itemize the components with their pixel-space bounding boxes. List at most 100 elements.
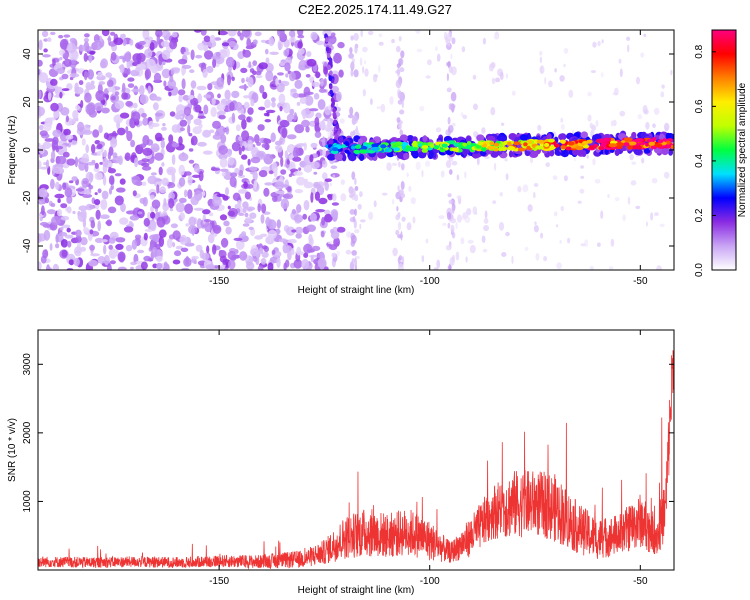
heatmap-cell [436,259,441,269]
heatmap-cell [259,84,265,94]
heatmap-cell [216,193,226,198]
heatmap-cell [119,64,125,74]
heatmap-cell [83,227,89,233]
heatmap-cell [241,130,250,142]
heatmap-cell [322,148,327,157]
heatmap-cell [599,138,604,143]
heatmap-cell [600,210,604,219]
heatmap-cell [556,224,559,228]
heatmap-cell [221,172,226,177]
heatmap-cell [58,231,68,237]
heatmap-cell [399,109,405,115]
heatmap-cell [161,68,171,79]
heatmap-cell [622,214,626,222]
heatmap-cell [115,243,124,250]
heatmap-cell [188,133,193,137]
heatmap-cell [293,214,304,223]
heatmap-cell [632,145,637,150]
heatmap-cell [317,99,326,110]
heatmap-cell [258,170,268,178]
heatmap-cell [439,148,446,153]
heatmap-cell [462,212,469,219]
heatmap-cell [511,255,514,264]
heatmap-cell [71,176,78,182]
heatmap-cell [487,145,496,150]
heatmap-cell [298,47,305,55]
heatmap-cell [212,120,221,129]
heatmap-cell [86,102,96,113]
heatmap-cell [82,217,87,228]
heatmap-cell [467,239,474,244]
heatmap-cell [83,52,88,62]
heatmap-cell [141,181,147,186]
heatmap-cell [425,238,429,244]
heatmap-cell [580,243,586,247]
heatmap-cell [309,77,314,84]
heatmap-cell [93,39,103,51]
heatmap-cell [635,205,641,210]
heatmap-cell [539,65,545,75]
heatmap-cell [154,112,163,117]
heatmap-cell [58,34,64,39]
heatmap-cell [302,109,306,120]
heatmap-cell [505,73,509,79]
heatmap-cell [139,94,149,105]
heatmap-cell [212,224,222,234]
heatmap-cell [396,117,401,123]
heatmap-cell [134,234,142,240]
heatmap-cell [101,239,108,243]
heatmap-cell [231,141,241,152]
heatmap-cell [85,81,92,91]
heatmap-cell [429,144,435,148]
heatmap-cell [143,217,150,227]
heatmap-cell [436,53,441,62]
heatmap-cell [358,149,368,154]
heatmap-cell [55,243,60,249]
heatmap-cell [505,231,510,237]
heatmap-cell [359,219,366,223]
heatmap-cell [464,171,467,179]
heatmap-cell [43,48,48,53]
heatmap-cell [102,157,109,168]
heatmap-cell [610,238,615,247]
heatmap-cell [194,104,202,113]
heatmap-cell [401,216,406,222]
heatmap-cell [120,202,126,213]
heatmap-cell [218,114,226,120]
heatmap-cell [303,243,313,254]
heatmap-cell [178,197,187,204]
heatmap-cell [264,99,271,109]
heatmap-cell [415,30,421,34]
colorbar-tick-label: 0.8 [694,44,705,58]
heatmap-cell [291,248,295,256]
heatmap-cell [121,92,128,100]
heatmap-cell [322,160,326,165]
heatmap-cell [398,161,401,168]
heatmap-cell [661,148,669,156]
heatmap-cell [82,130,93,135]
heatmap-cell [79,158,90,163]
heatmap-cell [65,134,74,140]
heatmap-cell [309,212,317,222]
heatmap-cell [565,146,572,151]
heatmap-cell [210,167,221,171]
heatmap-cell [132,53,142,63]
heatmap-cell [59,91,63,99]
heatmap-cell [292,147,300,158]
heatmap-cell [397,234,404,239]
heatmap-cell [107,86,116,93]
heatmap-cell [69,76,74,81]
heatmap-cell [66,206,72,214]
heatmap-cell [55,181,60,190]
heatmap-cell [202,209,211,215]
heatmap-cell [197,42,205,51]
heatmap-cell [203,35,211,43]
heatmap-cell [314,191,320,201]
heatmap-cell [156,262,163,270]
y-tick-label: 2000 [22,421,33,444]
heatmap-cell [322,136,326,148]
heatmap-cell [252,70,257,76]
heatmap-cell [162,123,166,127]
heatmap-cell [354,45,358,54]
heatmap-cell [218,145,228,155]
